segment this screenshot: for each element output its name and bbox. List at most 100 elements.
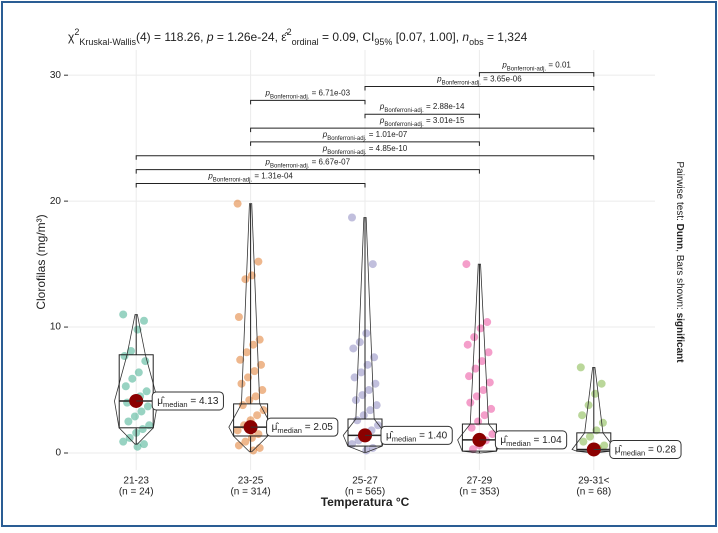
violin [114, 314, 159, 445]
point [359, 411, 368, 420]
point [479, 386, 488, 395]
comparison-label: pBonferroni-adj. = 1.01e-07 [322, 130, 408, 141]
p-value: 3.65e-06 [490, 75, 522, 84]
point [138, 425, 147, 434]
p-value: 1.31e-04 [261, 172, 293, 181]
point [351, 396, 360, 405]
point [600, 441, 609, 450]
p-value: 6.71e-03 [318, 88, 350, 97]
text-part: Kruskal-Wallis [79, 37, 136, 47]
text-part: = [188, 396, 199, 407]
text-part: = [252, 172, 261, 181]
point [128, 374, 137, 383]
point [488, 430, 497, 439]
text-part: Bonferroni-adj. [270, 94, 310, 100]
point [124, 417, 133, 426]
point [258, 386, 267, 395]
point [483, 318, 492, 327]
point [349, 344, 358, 353]
point [234, 312, 243, 321]
comparison-bar [250, 99, 366, 105]
text-part: = [645, 444, 656, 455]
point [476, 324, 485, 333]
point [363, 360, 372, 369]
point [358, 391, 367, 400]
text-part: = [309, 88, 318, 97]
violin [342, 217, 388, 453]
point [480, 411, 489, 420]
y-axis-title: Clorofilas (mg/m³) [34, 214, 48, 309]
text-part: p [322, 130, 328, 139]
comparison-label: pBonferroni-adj. = 3.01e-15 [379, 116, 465, 127]
label-box [380, 425, 453, 445]
point [362, 446, 371, 455]
comparison-bar [478, 72, 595, 77]
comparison-bar [364, 86, 595, 91]
p-value: 0.01 [555, 61, 571, 70]
x-tick-sublabel: (n = 565) [345, 487, 385, 498]
text-part: = 1,324 [484, 30, 528, 44]
p-value: 4.85e-10 [376, 144, 408, 153]
text-part: median [392, 435, 417, 444]
comparison-label: pBonferroni-adj. = 2.88e-14 [379, 102, 465, 113]
comparison-bar [364, 113, 480, 119]
point [257, 360, 265, 369]
center-label: μ̂median = 1.40 [380, 425, 453, 445]
text-part: p [501, 61, 507, 70]
point [348, 213, 356, 222]
text-part: [0.07, 1.00], [392, 30, 462, 44]
text-part: Bonferroni-adj. [507, 66, 547, 72]
text-part: = [531, 435, 542, 446]
point [233, 426, 242, 435]
text-part: = 0.09, CI [319, 30, 375, 44]
center-label-text: μ̂median = 2.05 [272, 421, 334, 436]
comparison-bar [135, 169, 480, 174]
comparison-label: pBonferroni-adj. = 0.01 [501, 61, 571, 72]
point [255, 335, 264, 344]
point [244, 373, 252, 382]
point [119, 437, 128, 446]
point [462, 260, 471, 269]
point [366, 406, 375, 415]
comparison-label: pBonferroni-adj. = 3.65e-06 [436, 75, 522, 86]
point [133, 325, 142, 334]
point [472, 392, 481, 401]
text-part: μ̂ [386, 429, 394, 441]
point [253, 411, 262, 420]
x-tick-sublabel: (n = 68) [576, 487, 611, 498]
y-tick-label: 30 [50, 70, 62, 81]
point [598, 418, 607, 427]
value-label: 0.28 [657, 444, 677, 455]
point [238, 401, 247, 410]
point [137, 407, 146, 416]
text-part: Bonferroni-adj. [327, 149, 367, 155]
point [467, 423, 476, 432]
x-tick-label: 21-23 [123, 476, 149, 487]
subtitle: χ2Kruskal-Wallis(4) = 118.26, p = 1.26e-… [68, 27, 528, 47]
comparison-label: pBonferroni-adj. = 6.71e-03 [265, 88, 351, 99]
point [125, 433, 134, 442]
point [478, 357, 486, 366]
center-label-text: μ̂median = 1.04 [500, 434, 562, 449]
label-box [609, 439, 682, 459]
text-part: p [206, 30, 214, 44]
point [133, 442, 142, 451]
caption: Pairwise test: Dunn, Bars shown: signifi… [674, 161, 685, 363]
p-value: 6.67e-07 [318, 158, 350, 167]
center-label-text: μ̂median = 0.28 [615, 443, 677, 458]
point [597, 379, 606, 388]
text-part: (4) = 118.26, [136, 30, 207, 44]
point [241, 437, 250, 446]
point [362, 329, 371, 338]
comparison-label: pBonferroni-adj. = 6.67e-07 [265, 158, 351, 169]
point [484, 348, 493, 357]
point [130, 412, 139, 421]
text-part: = [302, 422, 313, 433]
text-part: Dunn [674, 224, 685, 250]
text-part: = [309, 158, 318, 167]
text-part: p [265, 158, 271, 167]
text-part: ε̂ [281, 30, 288, 44]
point [578, 411, 587, 420]
point [134, 368, 143, 377]
